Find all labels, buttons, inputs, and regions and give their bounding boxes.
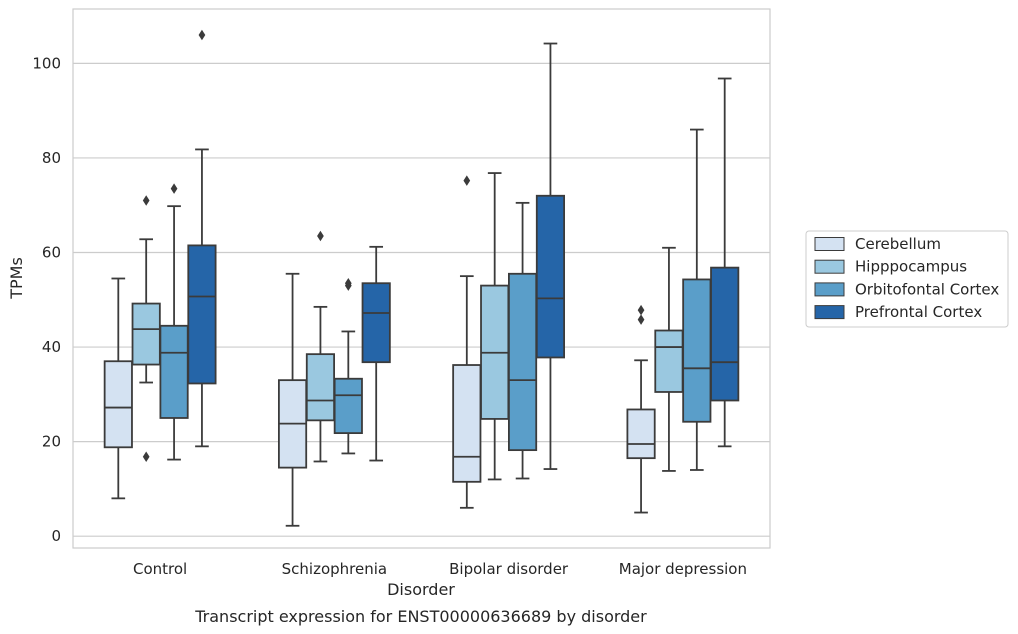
legend-frame	[805, 230, 1009, 328]
box-cerebellum-2	[452, 175, 482, 509]
box-iqr	[508, 272, 538, 452]
box-orbitofontal-cortex-2	[508, 201, 538, 480]
box-hipppocampus-0	[131, 195, 161, 462]
box-iqr	[710, 266, 740, 402]
x-axis-label: Disorder	[387, 580, 455, 599]
y-tick-label: 0	[51, 527, 61, 545]
outlier-point	[344, 277, 352, 289]
outlier-point	[317, 230, 324, 242]
legend-label: Hipppocampus	[855, 258, 967, 276]
box-iqr	[361, 282, 391, 364]
outlier-point	[463, 175, 471, 186]
y-tick-labels: 0 20 40 60 80 100	[32, 54, 61, 545]
outlier-point	[142, 451, 150, 462]
x-tick-label: Bipolar disorder	[449, 560, 569, 578]
box-iqr	[535, 194, 566, 359]
box-iqr	[682, 278, 712, 423]
box-prefrontal-cortex-0	[187, 29, 217, 448]
boxes	[103, 29, 740, 527]
outlier-point	[637, 314, 645, 325]
legend-label: Orbitofontal Cortex	[855, 280, 999, 298]
box-hipppocampus-1	[305, 230, 335, 463]
box-hipppocampus-2	[480, 172, 510, 481]
y-tick-label: 40	[42, 338, 61, 356]
box-cerebellum-1	[277, 272, 308, 527]
outlier-point	[198, 29, 206, 41]
y-tick-label: 100	[32, 54, 61, 72]
outlier-point	[170, 183, 178, 194]
legend-swatch	[814, 282, 845, 297]
y-tick-label: 60	[42, 243, 61, 261]
y-axis-label: TPMs	[7, 257, 26, 300]
box-prefrontal-cortex-3	[710, 77, 740, 448]
x-tick-label: Schizophrenia	[282, 560, 387, 578]
box-orbitofontal-cortex-3	[682, 128, 712, 471]
legend: Cerebellum Hipppocampus Orbitofontal Corte…	[805, 230, 1009, 328]
box-iqr	[452, 364, 482, 483]
box-iqr	[305, 353, 335, 422]
legend-label: Prefrontal Cortex	[855, 303, 982, 321]
box-iqr	[626, 408, 656, 460]
box-hipppocampus-3	[654, 246, 684, 472]
box-orbitofontal-cortex-1	[333, 277, 363, 455]
x-tick-label: Major depression	[619, 560, 747, 578]
box-iqr	[333, 377, 363, 435]
box-cerebellum-3	[626, 304, 656, 514]
x-tick-labels: Control Schizophrenia Bipolar disorder Majo…	[133, 560, 747, 578]
x-tick-label: Control	[133, 560, 187, 578]
legend-swatch	[814, 305, 845, 320]
box-iqr	[131, 302, 161, 366]
box-prefrontal-cortex-2	[535, 42, 566, 470]
box-iqr	[187, 244, 217, 385]
figure-caption: Transcript expression for ENST0000063668…	[194, 607, 647, 626]
legend-label: Cerebellum	[855, 235, 941, 253]
y-tick-label: 80	[42, 149, 61, 167]
outlier-point	[637, 304, 645, 316]
box-orbitofontal-cortex-0	[159, 183, 189, 461]
box-prefrontal-cortex-1	[361, 245, 391, 462]
legend-swatch	[814, 237, 845, 251]
box-iqr	[654, 329, 684, 393]
outlier-point	[142, 195, 150, 206]
box-cerebellum-0	[103, 277, 133, 500]
grid-lines	[73, 62, 770, 537]
plot-frame	[72, 8, 771, 549]
box-iqr	[103, 360, 133, 449]
y-tick-label: 20	[42, 433, 61, 451]
box-iqr	[159, 324, 189, 419]
legend-swatch	[814, 259, 845, 274]
